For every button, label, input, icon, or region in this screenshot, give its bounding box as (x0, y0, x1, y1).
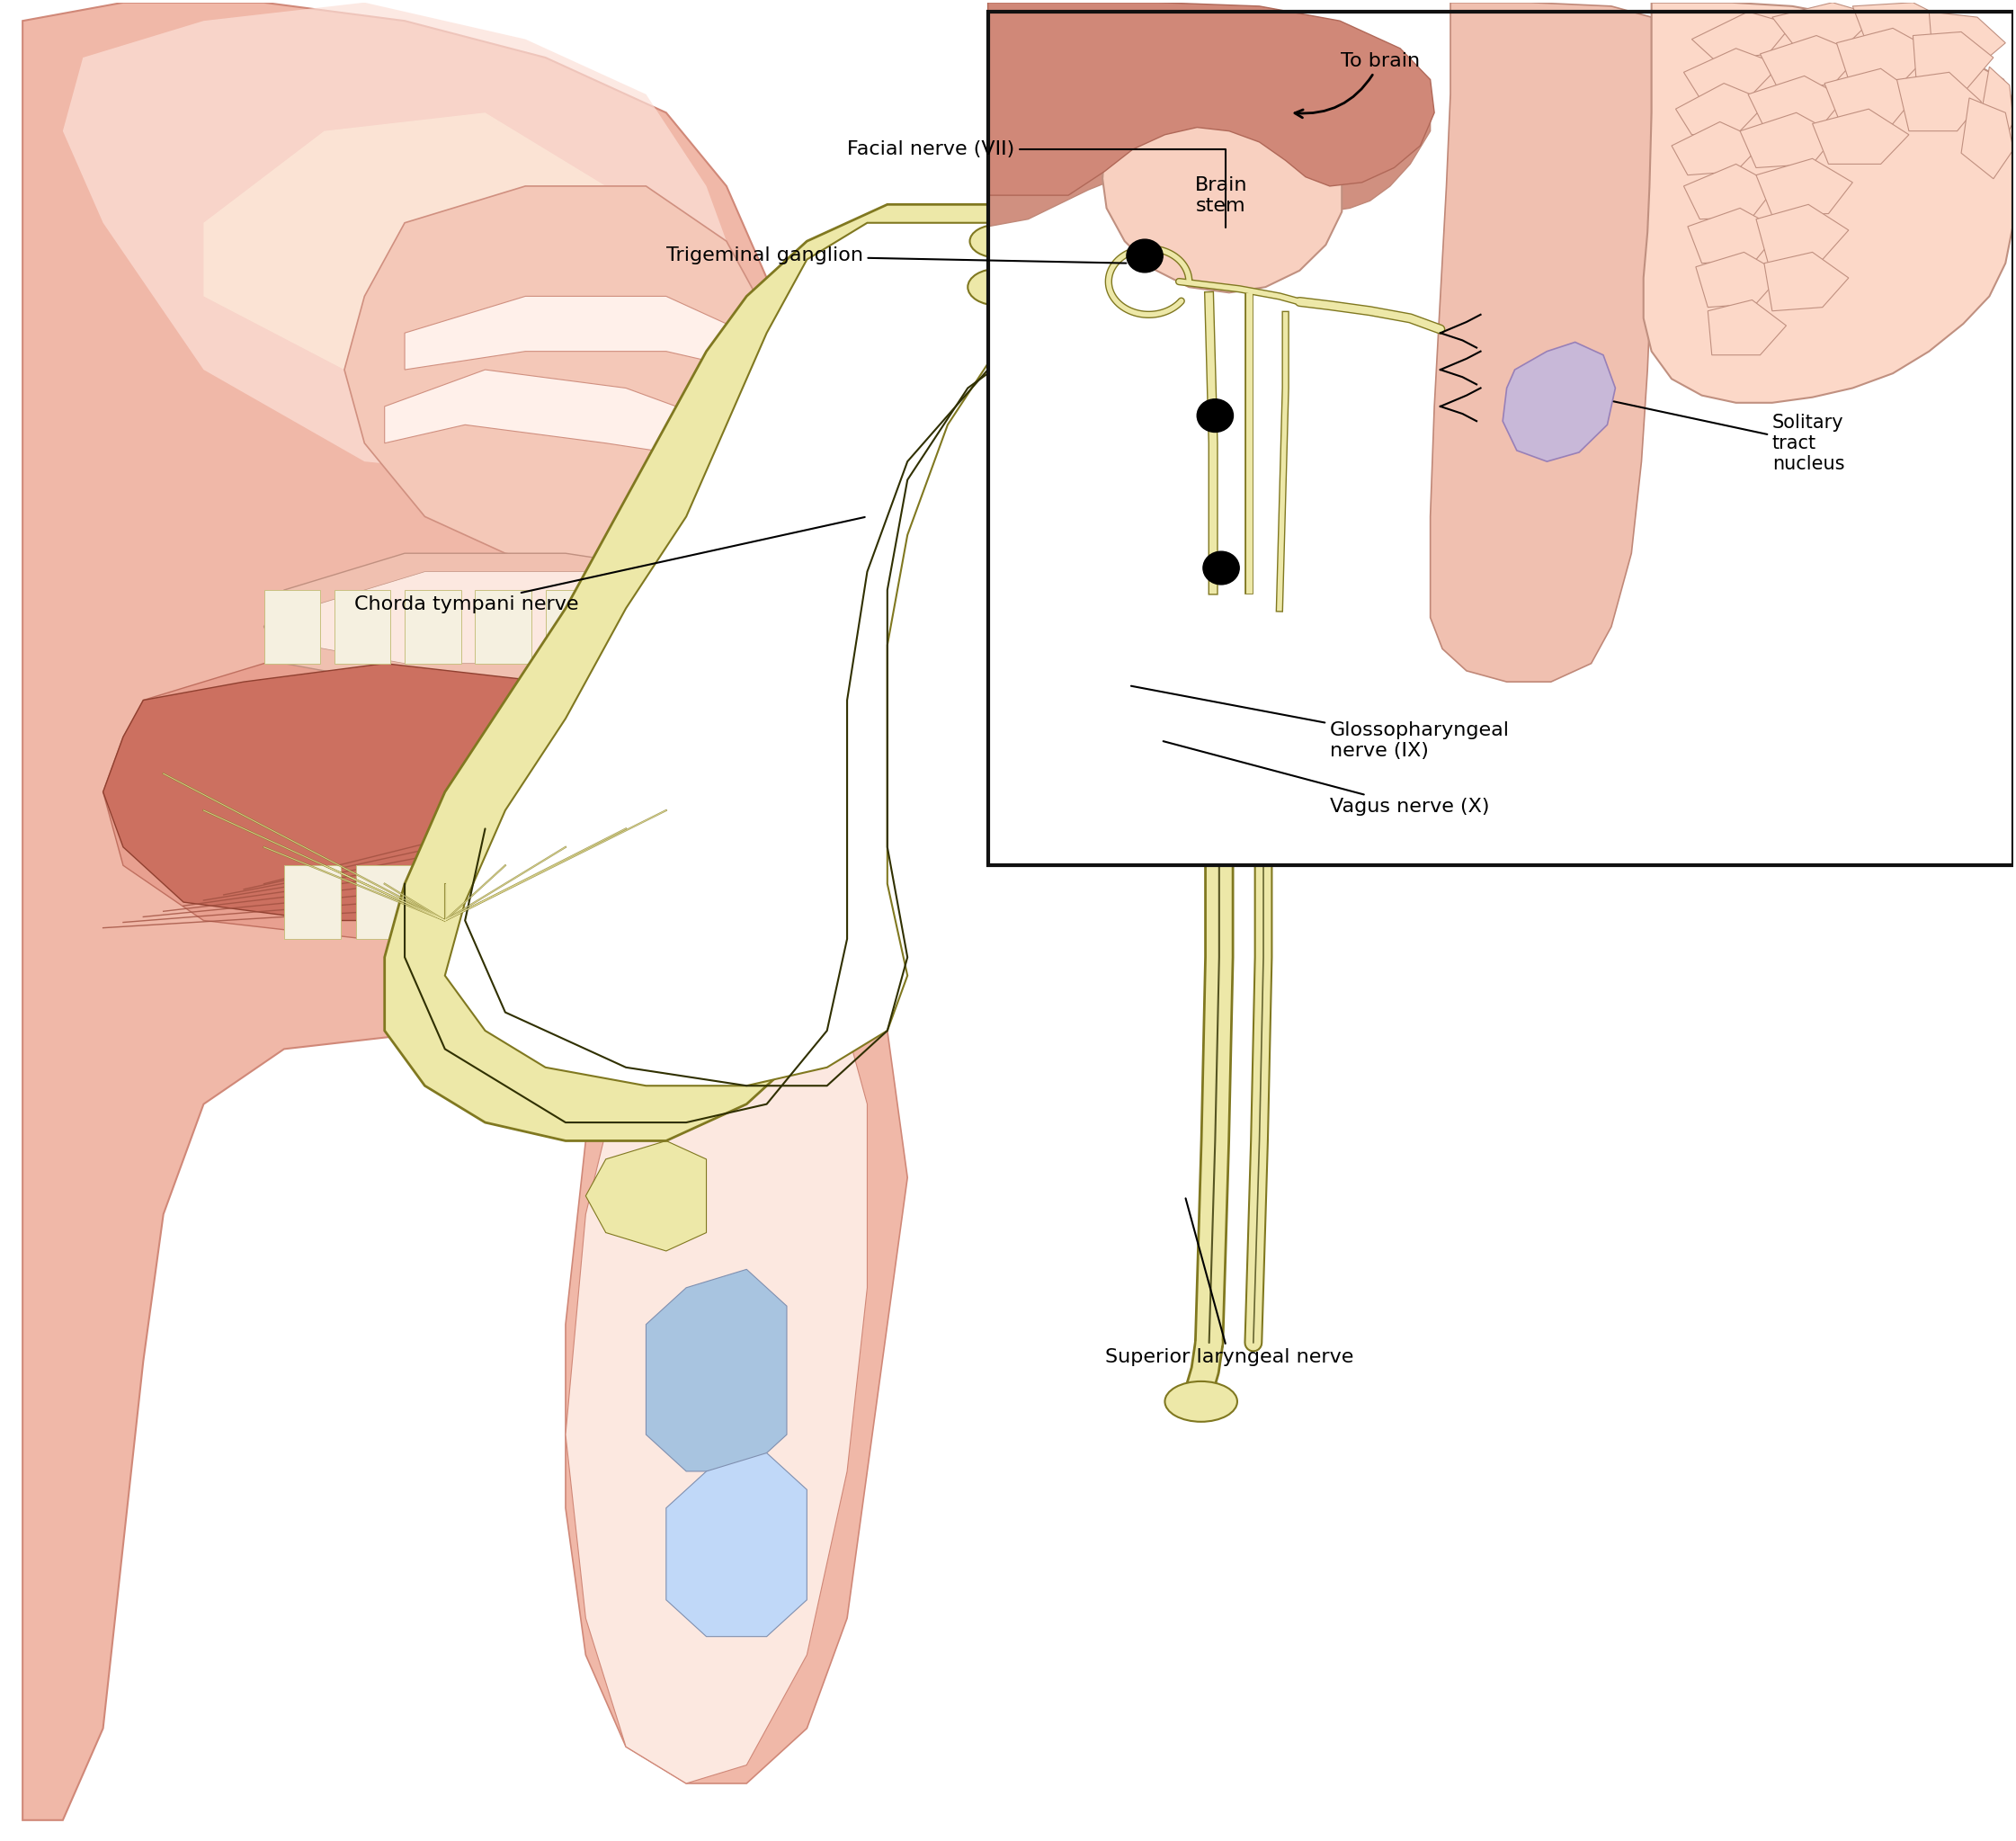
Polygon shape (1103, 94, 1343, 293)
Polygon shape (625, 994, 746, 1105)
Polygon shape (446, 223, 1169, 1086)
Polygon shape (502, 865, 558, 939)
Polygon shape (1683, 48, 1780, 98)
Polygon shape (1643, 2, 2014, 403)
Polygon shape (1429, 2, 1651, 681)
Polygon shape (103, 663, 746, 920)
Text: Glossopharyngeal
nerve (IX): Glossopharyngeal nerve (IX) (1131, 687, 1510, 760)
Polygon shape (1683, 164, 1776, 219)
Polygon shape (103, 663, 766, 939)
Polygon shape (1962, 98, 2014, 179)
Polygon shape (405, 296, 746, 370)
Polygon shape (1748, 75, 1845, 127)
Polygon shape (1772, 2, 1877, 48)
Circle shape (1204, 552, 1240, 584)
Polygon shape (1687, 208, 1780, 263)
Polygon shape (566, 884, 907, 1784)
Polygon shape (645, 1268, 786, 1471)
Polygon shape (988, 2, 1429, 226)
Bar (988, 11, 2014, 865)
Polygon shape (665, 1453, 806, 1637)
Text: Facial nerve (VII): Facial nerve (VII) (847, 140, 1226, 228)
Polygon shape (1760, 35, 1861, 85)
Polygon shape (1756, 158, 1853, 215)
Polygon shape (1929, 11, 2006, 66)
Text: To brain: To brain (1294, 52, 1419, 118)
Text: Superior laryngeal nerve: Superior laryngeal nerve (1105, 1198, 1353, 1366)
Polygon shape (566, 920, 867, 1784)
Text: Brain
stem: Brain stem (1195, 177, 1248, 215)
Polygon shape (284, 573, 726, 663)
Circle shape (1127, 239, 1163, 272)
Polygon shape (1708, 300, 1786, 355)
Polygon shape (62, 2, 746, 481)
Polygon shape (284, 865, 341, 939)
Ellipse shape (970, 225, 1026, 258)
Polygon shape (385, 370, 726, 462)
Polygon shape (22, 2, 887, 1821)
Bar (988, 11, 2014, 865)
Polygon shape (1691, 11, 1792, 61)
Polygon shape (345, 186, 786, 573)
Text: Solitary
tract
nucleus: Solitary tract nucleus (1613, 401, 1845, 473)
Polygon shape (685, 773, 827, 976)
Ellipse shape (1165, 1381, 1238, 1421)
Polygon shape (204, 112, 645, 370)
Polygon shape (264, 589, 321, 663)
Polygon shape (1675, 83, 1768, 134)
Polygon shape (706, 792, 847, 884)
Polygon shape (335, 589, 391, 663)
Polygon shape (1824, 68, 1917, 123)
Circle shape (1198, 399, 1234, 433)
Polygon shape (1897, 72, 1982, 131)
Polygon shape (1671, 122, 1764, 175)
Polygon shape (405, 589, 462, 663)
Text: Chorda tympani nerve: Chorda tympani nerve (355, 517, 865, 613)
Polygon shape (1764, 252, 1849, 311)
Polygon shape (429, 865, 486, 939)
Polygon shape (357, 865, 413, 939)
Polygon shape (587, 1141, 706, 1252)
Polygon shape (1982, 66, 2014, 153)
Polygon shape (575, 865, 629, 939)
Polygon shape (1853, 2, 1949, 50)
Ellipse shape (968, 269, 1028, 306)
Polygon shape (1502, 342, 1615, 462)
Text: Vagus nerve (X): Vagus nerve (X) (1163, 742, 1490, 816)
Polygon shape (385, 204, 1250, 1141)
Polygon shape (615, 589, 671, 663)
Polygon shape (546, 589, 603, 663)
Polygon shape (476, 589, 532, 663)
Polygon shape (1756, 204, 1849, 263)
Text: Trigeminal ganglion: Trigeminal ganglion (665, 247, 1127, 265)
Polygon shape (1812, 109, 1909, 164)
Polygon shape (786, 499, 887, 700)
Polygon shape (1837, 28, 1933, 79)
Polygon shape (1695, 252, 1782, 307)
Polygon shape (1913, 31, 1994, 90)
Polygon shape (1740, 112, 1837, 168)
Polygon shape (988, 2, 1433, 195)
Polygon shape (264, 554, 766, 681)
